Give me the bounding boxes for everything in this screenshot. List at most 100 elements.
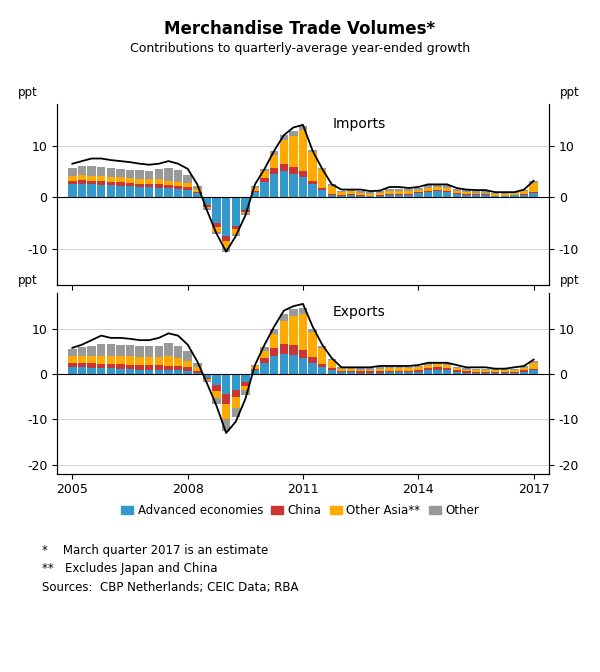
Bar [491,194,499,196]
Bar [376,368,384,369]
Bar [500,369,509,370]
Bar [376,196,384,198]
Bar [299,171,307,177]
Bar [289,174,298,198]
Bar [462,192,470,194]
Bar [78,368,86,374]
Text: ppt: ppt [560,274,580,287]
Bar [443,370,451,374]
Bar [270,348,278,356]
Bar [395,194,403,195]
Bar [472,369,480,370]
Bar [520,195,528,198]
Bar [404,191,413,194]
Bar [318,345,326,348]
Bar [145,187,154,198]
Bar [78,355,86,363]
Bar [107,344,115,355]
Bar [395,368,403,371]
Bar [404,372,413,374]
Bar [318,187,326,190]
Bar [107,364,115,368]
Bar [462,368,470,370]
Bar [289,316,298,345]
Bar [433,364,442,368]
Bar [280,135,288,140]
Bar [212,198,221,223]
Bar [126,186,134,198]
Bar [164,356,173,366]
Bar [424,188,432,191]
Bar [356,370,365,372]
Bar [500,193,509,194]
Bar [280,164,288,171]
Bar [481,373,490,374]
Bar [443,188,451,191]
Bar [97,181,106,185]
Bar [88,181,96,184]
Bar [510,372,518,373]
Bar [174,370,182,374]
Bar [116,177,125,182]
Bar [241,386,250,390]
Bar [481,193,490,194]
Bar [97,176,106,181]
Bar [404,368,413,371]
Bar [433,187,442,190]
Text: ppt: ppt [560,85,580,99]
Bar [155,179,163,184]
Bar [337,368,346,369]
Bar [241,198,250,210]
Bar [347,368,355,369]
Bar [126,345,134,356]
Bar [462,190,470,192]
Bar [164,185,173,188]
Bar [433,191,442,198]
Text: Exports: Exports [332,305,385,319]
Bar [385,368,394,371]
Bar [529,181,538,183]
Bar [500,196,509,198]
Bar [78,184,86,198]
Bar [443,185,451,188]
Bar [491,372,499,373]
Bar [299,177,307,198]
Bar [366,192,374,194]
Bar [174,182,182,186]
Bar [356,193,365,195]
Bar [433,370,442,374]
Bar [491,369,499,370]
Bar [97,368,106,374]
Bar [328,184,336,186]
Bar [68,168,77,175]
Bar [433,362,442,364]
Bar [414,193,422,198]
Bar [174,345,182,358]
Bar [136,171,144,179]
Bar [68,175,77,181]
Bar [203,207,211,208]
Bar [424,185,432,188]
Bar [520,370,528,372]
Bar [203,208,211,210]
Bar [184,371,192,374]
Bar [232,234,240,236]
Bar [78,166,86,175]
Bar [164,343,173,356]
Bar [68,363,77,368]
Bar [529,193,538,198]
Bar [452,370,461,372]
Bar [136,370,144,374]
Bar [510,373,518,374]
Bar [366,372,374,373]
Bar [145,370,154,374]
Bar [126,356,134,365]
Bar [88,175,96,181]
Bar [462,372,470,373]
Bar [203,380,211,382]
Bar [222,404,230,419]
Bar [145,365,154,370]
Text: Sources:  CBP Netherlands; CEIC Data; RBA: Sources: CBP Netherlands; CEIC Data; RBA [42,581,299,593]
Bar [241,214,250,215]
Bar [280,314,288,321]
